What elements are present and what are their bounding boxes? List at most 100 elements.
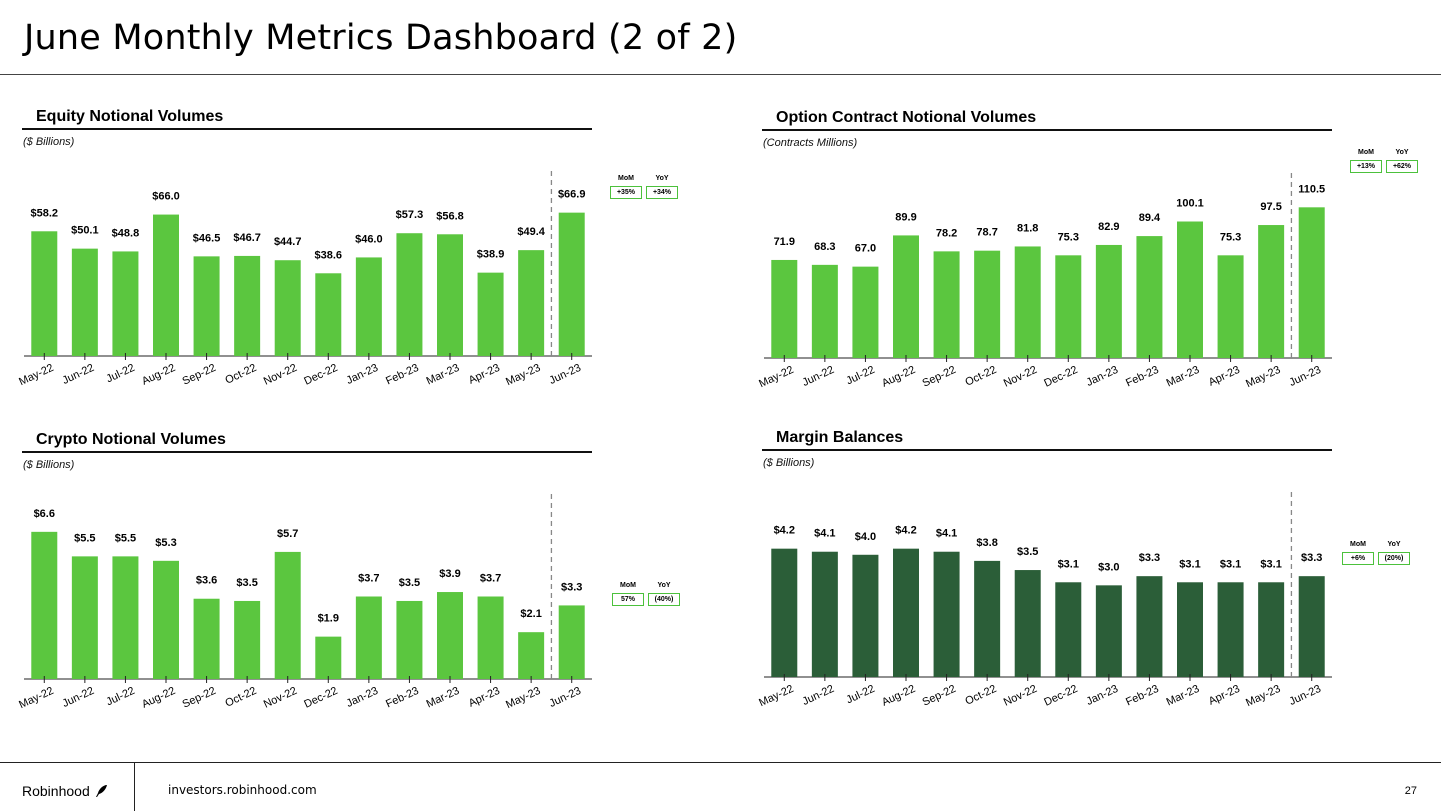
data-label: $44.7 (274, 236, 302, 248)
bar (153, 214, 179, 356)
x-tick-label: Jan-23 (345, 362, 381, 387)
data-label: 100.1 (1176, 198, 1204, 210)
bar (1258, 225, 1285, 358)
bar (1177, 582, 1203, 677)
data-label: $4.2 (895, 525, 916, 537)
data-label: $5.5 (115, 532, 136, 544)
mom-header: MoM (1358, 149, 1374, 156)
x-tick-label: Oct-22 (963, 364, 998, 389)
bar (893, 235, 919, 358)
bar (396, 233, 423, 356)
x-tick-label: May-22 (17, 685, 55, 711)
bar (518, 632, 545, 679)
data-label: 71.9 (774, 236, 795, 248)
data-label: $3.9 (439, 568, 460, 580)
yoy-header: YoY (1387, 541, 1401, 548)
bar (811, 264, 838, 358)
x-tick-label: Nov-22 (1002, 683, 1039, 709)
mom-badge: +6% (1342, 552, 1374, 565)
bar (153, 560, 179, 679)
data-label: $48.8 (112, 227, 140, 239)
bar (1217, 582, 1244, 677)
bar (274, 260, 301, 356)
bar (234, 255, 261, 356)
yoy-badge: +34% (646, 186, 678, 199)
bar (1298, 207, 1325, 358)
data-label: $2.1 (520, 608, 541, 620)
x-tick-label: Jun-23 (1287, 683, 1323, 708)
x-tick-label: Apr-23 (467, 362, 502, 387)
x-tick-label: May-23 (504, 685, 542, 711)
bar (437, 592, 463, 679)
feather-icon (95, 785, 107, 797)
x-tick-label: Aug-22 (140, 362, 177, 388)
x-tick-label: Jul-22 (104, 685, 136, 709)
bar (477, 272, 504, 356)
margin-chart-panel: Margin Balances ($ Billions) $4.2 May-22 $… (757, 429, 1441, 729)
x-tick-label: Dec-22 (1042, 364, 1079, 390)
x-tick-label: Sep-22 (181, 362, 218, 388)
data-label: $4.0 (855, 531, 876, 543)
chart-title: Margin Balances (776, 429, 904, 446)
x-tick-label: May-23 (504, 362, 542, 388)
bar (518, 250, 545, 356)
data-label: $3.8 (976, 537, 997, 549)
data-label: $3.1 (1058, 558, 1079, 570)
x-tick-label: Apr-23 (1207, 683, 1242, 708)
x-tick-label: May-23 (1244, 683, 1282, 709)
mom-badge: +35% (610, 186, 642, 199)
data-label: 97.5 (1260, 201, 1281, 213)
x-tick-label: Jul-22 (844, 364, 876, 388)
x-tick-label: Jun-22 (801, 683, 837, 708)
data-label: $38.6 (315, 249, 343, 261)
data-label: $5.7 (277, 528, 298, 540)
data-label: $57.3 (396, 209, 424, 221)
chart-title: Option Contract Notional Volumes (776, 109, 1037, 126)
x-tick-label: Nov-22 (262, 685, 299, 711)
data-label: $6.6 (34, 508, 55, 520)
chart-subtitle: ($ Billions) (23, 136, 75, 148)
investor-site-link[interactable]: investors.robinhood.com (168, 783, 317, 797)
x-tick-label: Feb-23 (1124, 364, 1161, 390)
bar (974, 560, 1001, 677)
x-tick-label: May-22 (757, 364, 795, 390)
yoy-badge: (20%) (1378, 552, 1410, 565)
bar (852, 554, 879, 677)
chart-title-rule (762, 449, 1332, 451)
data-label: $3.1 (1179, 558, 1200, 570)
data-label: $66.9 (558, 189, 586, 201)
data-label: 89.4 (1139, 212, 1161, 224)
bar (771, 548, 798, 677)
x-tick-label: Jun-22 (61, 362, 97, 387)
data-label: 78.2 (936, 227, 957, 239)
bar (558, 212, 585, 356)
yoy-header: YoY (655, 175, 669, 182)
chart-subtitle: ($ Billions) (763, 457, 815, 469)
data-label: $1.9 (318, 613, 339, 625)
data-label: $46.0 (355, 233, 383, 245)
data-label: $4.1 (936, 528, 957, 540)
bar (1055, 582, 1082, 677)
x-tick-label: Jun-23 (1287, 364, 1323, 389)
data-label: $3.1 (1220, 558, 1241, 570)
bar (193, 256, 220, 356)
bar (1136, 576, 1163, 677)
chart-subtitle: ($ Billions) (23, 459, 75, 471)
bar (1095, 244, 1122, 358)
x-tick-label: Aug-22 (140, 685, 177, 711)
data-label: $66.0 (152, 191, 180, 203)
bar (71, 248, 98, 356)
x-tick-label: Mar-23 (425, 685, 462, 711)
options-chart: 71.9 May-22 68.3 Jun-22 67.0 Jul-22 89.9 Aug-22… (757, 173, 1332, 390)
data-label: $3.7 (480, 573, 501, 585)
x-tick-label: Mar-23 (1165, 683, 1202, 709)
bar (477, 596, 504, 679)
x-tick-label: Apr-23 (467, 685, 502, 710)
footer-divider (0, 762, 1441, 763)
x-tick-label: Jun-22 (61, 685, 97, 710)
data-label: $4.1 (814, 528, 835, 540)
crypto-chart: $6.6 May-22 $5.5 Jun-22 $5.5 Jul-22 $5.3 Aug-22… (17, 494, 592, 711)
data-label: 75.3 (1220, 231, 1241, 243)
bar (771, 259, 798, 358)
bar (933, 251, 960, 358)
